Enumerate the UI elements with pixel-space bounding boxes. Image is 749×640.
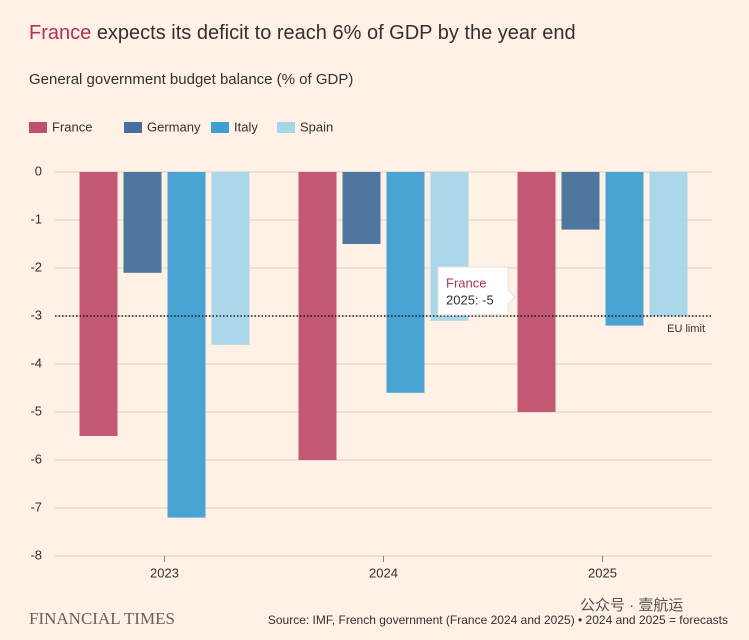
bar	[167, 172, 206, 518]
bar	[123, 172, 162, 273]
source: Source: IMF, French government (France 2…	[268, 613, 728, 627]
tooltip-box	[437, 266, 516, 316]
y-tick-label: 0	[35, 163, 42, 178]
y-tick-label: -8	[30, 547, 42, 562]
bar	[79, 172, 118, 436]
title-highlight: France	[29, 22, 91, 44]
watermark: 公众号 · 壹航运	[580, 597, 683, 614]
legend: France Germany Italy Spain	[29, 119, 333, 134]
bar	[211, 172, 250, 345]
subtitle: General government budget balance (% of …	[29, 71, 353, 88]
bar	[605, 172, 644, 326]
tooltip: France 2025: -5	[437, 266, 516, 316]
y-tick-label: -1	[30, 211, 42, 226]
y-tick-label: -2	[30, 259, 42, 274]
legend-swatch	[211, 122, 229, 133]
y-tick-label: -3	[30, 307, 42, 322]
legend-swatch	[124, 122, 142, 133]
legend-label: Italy	[234, 119, 258, 134]
bar	[561, 172, 600, 230]
bar	[517, 172, 556, 412]
legend-label: France	[52, 119, 92, 134]
legend-label: Spain	[300, 119, 333, 134]
legend-label: Germany	[147, 119, 201, 134]
y-tick-label: -5	[30, 403, 42, 418]
bar	[649, 172, 688, 316]
y-tick-label: -6	[30, 451, 42, 466]
tooltip-series: France	[446, 275, 486, 290]
bar	[386, 172, 425, 393]
reference-label: EU limit	[667, 323, 705, 335]
x-tick-label: 2023	[150, 565, 179, 580]
legend-swatch	[29, 122, 47, 133]
brand: FINANCIAL TIMES	[29, 609, 175, 628]
tooltip-label: 2025: -5	[446, 292, 494, 307]
bar	[342, 172, 381, 244]
chart-title: France expects its deficit to reach 6% o…	[29, 22, 576, 44]
title-rest: expects its deficit to reach 6% of GDP b…	[97, 22, 576, 44]
y-tick-label: -4	[30, 355, 42, 370]
legend-swatch	[277, 122, 295, 133]
x-tick-label: 2025	[588, 565, 617, 580]
x-tick-label: 2024	[369, 565, 398, 580]
y-tick-label: -7	[30, 499, 42, 514]
